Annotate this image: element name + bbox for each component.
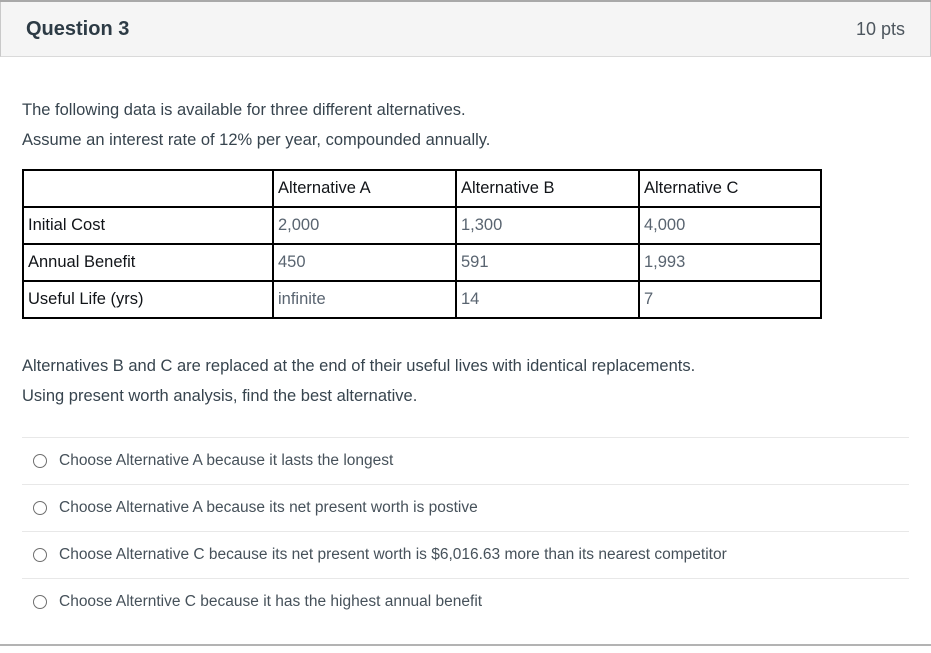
table-header-row: Alternative A Alternative B Alternative …	[22, 169, 822, 208]
table-header-alt-a: Alternative A	[272, 169, 457, 208]
question-intro: The following data is available for thre…	[22, 95, 909, 155]
row-label-initial-cost: Initial Cost	[22, 206, 274, 245]
row-label-annual-benefit: Annual Benefit	[22, 243, 274, 282]
cell-useful-life-b: 14	[455, 280, 640, 319]
card-bottom-border	[0, 644, 931, 646]
intro-line-1: The following data is available for thre…	[22, 101, 466, 119]
question-points: 10 pts	[855, 18, 905, 39]
row-label-useful-life: Useful Life (yrs)	[22, 280, 274, 319]
table-row-annual-benefit: Annual Benefit 450 591 1,993	[22, 243, 822, 282]
option-1-label: Choose Alternative A because it lasts th…	[59, 452, 394, 469]
cell-initial-cost-c: 4,000	[638, 206, 822, 245]
followup-line-1: Alternatives B and C are replaced at the…	[22, 357, 696, 375]
intro-line-2: Assume an interest rate of 12% per year,…	[22, 131, 491, 149]
answer-option-3[interactable]: Choose Alternative C because its net pre…	[22, 531, 909, 578]
question-body: The following data is available for thre…	[0, 57, 931, 625]
radio-button-option-4[interactable]	[33, 595, 47, 609]
cell-annual-benefit-c: 1,993	[638, 243, 822, 282]
answer-option-4[interactable]: Choose Alterntive C because it has the h…	[22, 578, 909, 625]
cell-annual-benefit-a: 450	[272, 243, 457, 282]
cell-initial-cost-b: 1,300	[455, 206, 640, 245]
answer-option-2[interactable]: Choose Alternative A because its net pre…	[22, 484, 909, 531]
radio-button-option-1[interactable]	[33, 454, 47, 468]
table-row-initial-cost: Initial Cost 2,000 1,300 4,000	[22, 206, 822, 245]
radio-button-option-3[interactable]	[33, 548, 47, 562]
question-header: Question 3 10 pts	[0, 2, 931, 57]
option-4-label: Choose Alterntive C because it has the h…	[59, 593, 483, 610]
answer-options: Choose Alternative A because it lasts th…	[22, 437, 909, 625]
answer-option-1[interactable]: Choose Alternative A because it lasts th…	[22, 437, 909, 484]
cell-useful-life-a: infinite	[272, 280, 457, 319]
table-header-alt-c: Alternative C	[638, 169, 822, 208]
radio-button-option-2[interactable]	[33, 501, 47, 515]
cell-annual-benefit-b: 591	[455, 243, 640, 282]
question-followup: Alternatives B and C are replaced at the…	[22, 351, 909, 411]
alternatives-table: Alternative A Alternative B Alternative …	[22, 169, 822, 319]
card-top-border	[0, 0, 931, 2]
table-header-empty	[22, 169, 274, 208]
question-title: Question 3	[26, 17, 130, 40]
cell-useful-life-c: 7	[638, 280, 822, 319]
table-row-useful-life: Useful Life (yrs) infinite 14 7	[22, 280, 822, 319]
option-2-label: Choose Alternative A because its net pre…	[59, 499, 478, 516]
table-header-alt-b: Alternative B	[455, 169, 640, 208]
cell-initial-cost-a: 2,000	[272, 206, 457, 245]
option-3-label: Choose Alternative C because its net pre…	[59, 546, 727, 563]
followup-line-2: Using present worth analysis, find the b…	[22, 387, 418, 405]
